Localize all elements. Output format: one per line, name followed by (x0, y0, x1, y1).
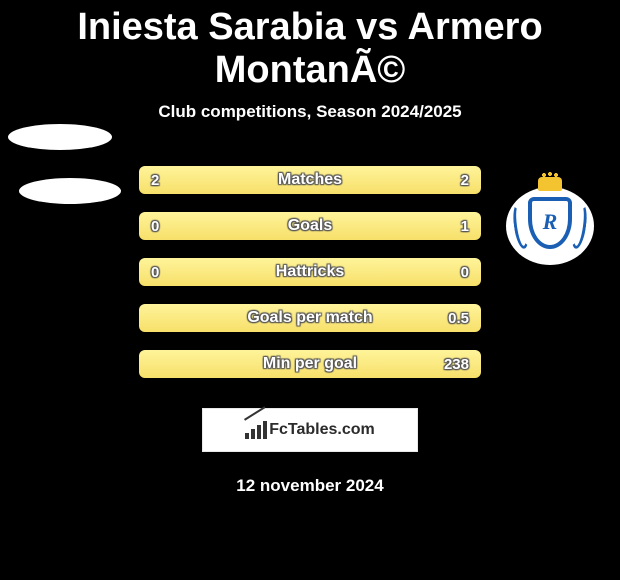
date-label: 12 november 2024 (0, 476, 620, 496)
stat-row-hattricks: 0 Hattricks 0 (139, 258, 481, 286)
stat-right-value: 1 (461, 218, 469, 235)
stat-left-value: 0 (151, 218, 159, 235)
stat-label: Min per goal (263, 355, 357, 373)
right-team-crest: R (500, 177, 600, 265)
stat-row-matches: 2 Matches 2 (139, 166, 481, 194)
stat-label: Goals (288, 217, 332, 235)
subtitle: Club competitions, Season 2024/2025 (0, 102, 620, 122)
stat-row-goals-per-match: Goals per match 0.5 (139, 304, 481, 332)
stat-left-value: 0 (151, 264, 159, 281)
stat-label: Hattricks (276, 263, 344, 281)
stats-list: 2 Matches 2 0 Goals 1 0 Hattricks 0 Goal… (139, 166, 481, 378)
stat-row-goals: 0 Goals 1 (139, 212, 481, 240)
logo-text: FcTables.com (269, 421, 375, 439)
stat-row-min-per-goal: Min per goal 238 (139, 350, 481, 378)
stat-right-value: 0 (461, 264, 469, 281)
stat-right-value: 2 (461, 172, 469, 189)
crest-crown-icon (538, 177, 562, 191)
page-title: Iniesta Sarabia vs Armero MontanÃ© (0, 0, 620, 92)
left-team-ellipse-2 (19, 178, 121, 204)
crest-letter: R (532, 209, 568, 235)
stat-label: Matches (278, 171, 342, 189)
source-logo: FcTables.com (202, 408, 418, 452)
stat-right-value: 0.5 (448, 310, 469, 327)
stat-right-value: 238 (444, 356, 469, 373)
stat-left-value: 2 (151, 172, 159, 189)
bar-chart-icon (245, 421, 267, 439)
stat-label: Goals per match (247, 309, 372, 327)
left-team-ellipse-1 (8, 124, 112, 150)
